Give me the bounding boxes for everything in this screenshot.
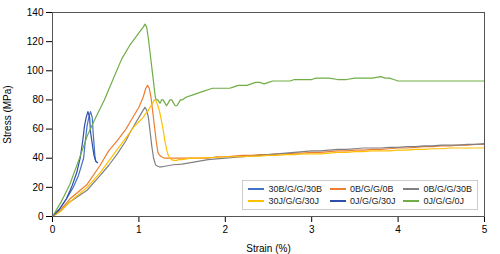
svg-text:3: 3 xyxy=(309,224,315,235)
svg-text:1: 1 xyxy=(136,224,142,235)
svg-text:100: 100 xyxy=(27,65,44,76)
svg-text:80: 80 xyxy=(32,94,44,105)
html-text:0J/G/G/30J: 0J/G/G/30J xyxy=(349,196,396,206)
html-text:30B/G/G/30B: 30B/G/G/30B xyxy=(268,184,322,194)
svg-text:4: 4 xyxy=(395,224,401,235)
svg-text:20: 20 xyxy=(32,182,44,193)
svg-text:140: 140 xyxy=(27,7,44,18)
svg-text:120: 120 xyxy=(27,36,44,47)
svg-text:60: 60 xyxy=(32,123,44,134)
svg-text:0: 0 xyxy=(38,211,44,222)
svg-text:40: 40 xyxy=(32,152,44,163)
html-text:0B/G/G/30B: 0B/G/G/30B xyxy=(423,184,472,194)
svg-text:0: 0 xyxy=(50,224,56,235)
svg-text:2: 2 xyxy=(223,224,229,235)
svg-text:5: 5 xyxy=(482,224,488,235)
html-text:30J/G/G/30J: 30J/G/G/30J xyxy=(268,196,319,206)
svg-text:Stress (MPa): Stress (MPa) xyxy=(2,85,13,143)
html-text:0J/G/G/0J: 0J/G/G/0J xyxy=(423,196,464,206)
svg-text:Strain (%): Strain (%) xyxy=(246,243,290,254)
html-text:0B/G/G/0B: 0B/G/G/0B xyxy=(349,184,394,194)
